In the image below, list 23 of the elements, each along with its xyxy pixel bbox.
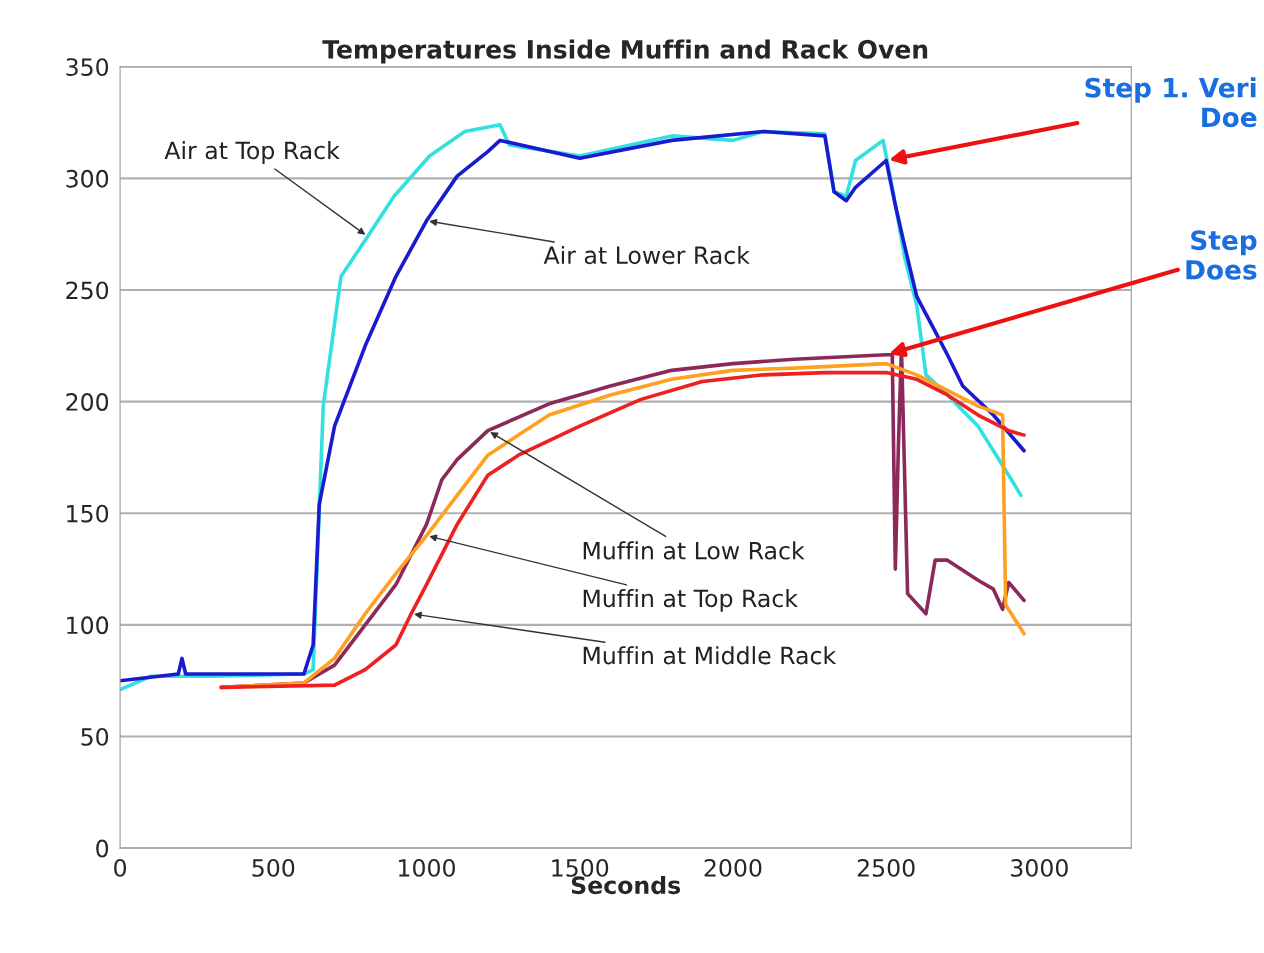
x-tick-label: 2500: [857, 859, 915, 877]
y-tick-label: 250: [66, 281, 109, 300]
x-tick-label: 1000: [399, 859, 455, 877]
x-tick-label: 0: [114, 859, 127, 877]
y-tick-label: 200: [66, 393, 109, 411]
annotation: Step Does: [1186, 230, 1257, 280]
chart-title: Temperatures Inside Muffin and Rack Oven: [322, 39, 928, 64]
y-tick-label: 0: [96, 839, 109, 858]
x-tick-label: 2000: [704, 859, 762, 877]
y-tick-label: 50: [81, 727, 109, 746]
annotation: Step 1. Veri Doe: [1085, 77, 1257, 128]
x-tick-label: 500: [252, 859, 295, 877]
x-tick-label: 3000: [1011, 859, 1068, 877]
y-tick-label: 350: [66, 58, 109, 77]
annotation: Air at Top Rack: [164, 141, 340, 164]
annotation: Air at Lower Rack: [543, 245, 750, 265]
x-tick-label: 1500: [552, 859, 609, 877]
y-tick-label: 100: [67, 616, 109, 635]
annotation: Muffin at Middle Rack: [583, 646, 837, 665]
annotation: Muffin at Top Rack: [583, 588, 798, 612]
y-tick-label: 300: [66, 169, 109, 188]
annotation: Muffin at Low Rack: [583, 541, 805, 560]
y-tick-label: 150: [67, 504, 109, 523]
